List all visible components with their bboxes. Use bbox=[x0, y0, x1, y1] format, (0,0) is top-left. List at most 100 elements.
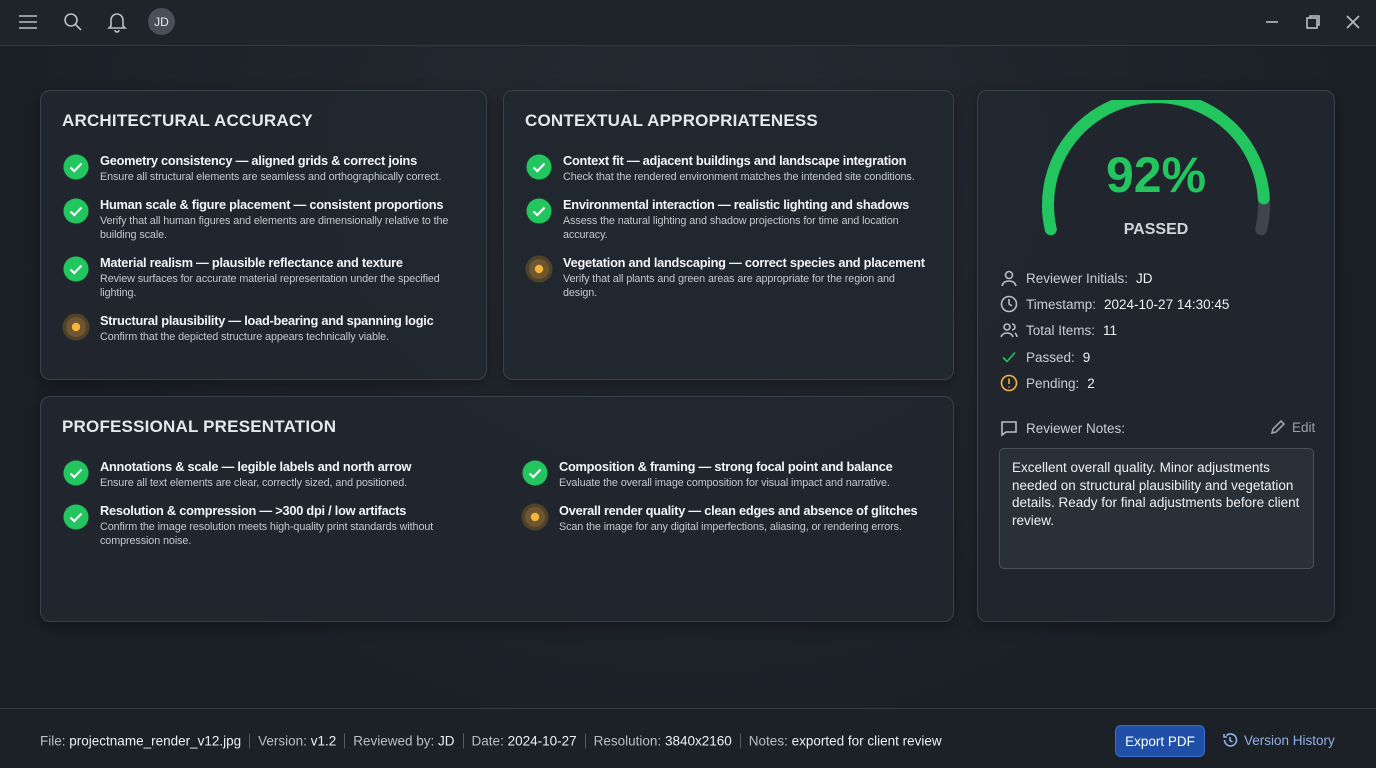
field-label: Notes: bbox=[748, 733, 788, 749]
item-title: Environmental interaction — realistic li… bbox=[563, 197, 910, 212]
history-icon bbox=[1223, 733, 1238, 747]
info-label: Pending: bbox=[1026, 375, 1080, 391]
item-desc: Verify that all human figures and elemen… bbox=[100, 215, 449, 241]
info-row: Reviewer Initials: JD bbox=[1000, 269, 1153, 287]
pencil-icon bbox=[1270, 419, 1286, 435]
info-value: 11 bbox=[1103, 322, 1118, 338]
pass-icon bbox=[61, 196, 91, 226]
check-icon bbox=[1002, 351, 1016, 363]
item-desc: Evaluate the overall image composition f… bbox=[559, 477, 890, 489]
gauge-value-arc bbox=[1042, 100, 1270, 236]
file-field: File: projectname_render_v12.jpg bbox=[40, 734, 249, 749]
pass-icon bbox=[61, 458, 91, 488]
item-desc: Ensure all text elements are clear, corr… bbox=[100, 477, 408, 489]
clock-icon bbox=[1000, 295, 1018, 313]
item-title: Structural plausibility — load-bearing a… bbox=[100, 313, 434, 328]
check-item: Annotations & scale — legible labels and… bbox=[61, 459, 460, 490]
field-label: Resolution: bbox=[593, 733, 662, 749]
pass-icon bbox=[524, 196, 554, 226]
section-card: CONTEXTUAL APPROPRIATENESS Context fit —… bbox=[503, 90, 954, 380]
item-desc: Confirm the image resolution meets high-… bbox=[100, 521, 434, 547]
reviewer-field: Reviewed by: JD bbox=[344, 733, 462, 749]
gauge: 92% PASSED bbox=[1042, 100, 1270, 238]
pending-small-icon bbox=[1000, 374, 1018, 392]
field-label: File: bbox=[40, 733, 66, 749]
notes-textarea[interactable]: Excellent overall quality. Minor adjustm… bbox=[999, 448, 1314, 569]
info-row: Passed: 9 bbox=[1000, 348, 1090, 366]
info-value: 9 bbox=[1082, 349, 1091, 365]
info-label: Timestamp: bbox=[1026, 296, 1097, 312]
check-item: Geometry consistency — aligned grids & c… bbox=[61, 153, 460, 184]
edit-button[interactable]: Edit bbox=[1270, 419, 1315, 435]
avatar[interactable]: JD bbox=[148, 8, 175, 35]
field-value: 3840x2160 bbox=[664, 733, 732, 749]
item-title: Geometry consistency — aligned grids & c… bbox=[100, 153, 417, 168]
user-icon bbox=[1001, 270, 1017, 287]
info-row: Timestamp: 2024-10-27 14:30:45 bbox=[1000, 295, 1229, 313]
check-item: Vegetation and landscaping — correct spe… bbox=[524, 255, 928, 300]
gauge-score: 92% bbox=[1106, 147, 1206, 203]
item-title: Resolution & compression — >300 dpi / lo… bbox=[100, 503, 407, 518]
pending-icon bbox=[520, 502, 550, 532]
section-title: PROFESSIONAL PRESENTATION bbox=[62, 417, 337, 436]
maximize[interactable] bbox=[1305, 14, 1321, 30]
version-field: Version: v1.2 bbox=[249, 733, 344, 749]
menu-icon[interactable] bbox=[18, 13, 38, 31]
item-title: Composition & framing — strong focal poi… bbox=[559, 459, 893, 474]
bell-icon[interactable] bbox=[107, 11, 127, 33]
section-card: ARCHITECTURAL ACCURACY Geometry consiste… bbox=[40, 90, 487, 380]
section-title: ARCHITECTURAL ACCURACY bbox=[62, 111, 313, 130]
history-label[interactable]: Version History bbox=[1244, 732, 1335, 748]
item-title: Context fit — adjacent buildings and lan… bbox=[563, 153, 907, 168]
export-button[interactable]: Export PDF bbox=[1115, 725, 1205, 757]
field-value: JD bbox=[438, 733, 455, 749]
search-icon[interactable] bbox=[63, 12, 83, 32]
item-desc: Ensure all structural elements are seaml… bbox=[100, 171, 442, 183]
pass-icon bbox=[524, 152, 554, 182]
section-title: CONTEXTUAL APPROPRIATENESS bbox=[525, 111, 818, 130]
pass-icon bbox=[520, 458, 550, 488]
minimize[interactable] bbox=[1264, 14, 1280, 30]
file-info: File: projectname_render_v12.jpg Version… bbox=[40, 733, 950, 749]
item-desc: Check that the rendered environment matc… bbox=[563, 171, 915, 183]
section-card: PROFESSIONAL PRESENTATION Annotations & … bbox=[40, 396, 954, 622]
check-item: Resolution & compression — >300 dpi / lo… bbox=[61, 503, 460, 548]
item-desc: Review surfaces for accurate material re… bbox=[100, 273, 440, 299]
field-label: Date: bbox=[471, 733, 504, 749]
info-label: Reviewer Initials: bbox=[1026, 270, 1129, 286]
version-history-button[interactable]: Version History bbox=[1222, 732, 1335, 748]
resolution-field: Resolution: 3840x2160 bbox=[584, 733, 740, 749]
gauge-status: PASSED bbox=[1124, 221, 1189, 238]
check-item: Structural plausibility — load-bearing a… bbox=[61, 313, 460, 344]
date-field: Date: 2024-10-27 bbox=[462, 733, 585, 749]
info-row: Total Items: 11 bbox=[1000, 321, 1117, 339]
item-title: Vegetation and landscaping — correct spe… bbox=[563, 255, 925, 270]
comment-icon bbox=[1001, 421, 1017, 437]
item-title: Human scale & figure placement — consist… bbox=[100, 197, 444, 212]
item-title: Annotations & scale — legible labels and… bbox=[100, 459, 412, 474]
pass-icon bbox=[61, 502, 91, 532]
info-value: JD bbox=[1136, 270, 1153, 286]
field-value: v1.2 bbox=[310, 733, 337, 749]
pending-icon bbox=[524, 254, 554, 284]
status-bar: File: projectname_render_v12.jpg Version… bbox=[0, 708, 1376, 768]
check-item: Human scale & figure placement — consist… bbox=[61, 197, 460, 242]
check-item: Overall render quality — clean edges and… bbox=[520, 503, 939, 534]
notes-label: Reviewer Notes: bbox=[1026, 420, 1126, 436]
item-desc: Scan the image for any digital imperfect… bbox=[559, 521, 902, 533]
info-label: Total Items: bbox=[1026, 322, 1096, 338]
title-bar: JD bbox=[0, 0, 1376, 46]
field-value: 2024-10-27 bbox=[507, 733, 577, 749]
pass-icon bbox=[61, 254, 91, 284]
close[interactable] bbox=[1345, 14, 1361, 30]
notes-header: Reviewer Notes: bbox=[1000, 419, 1125, 437]
check-item: Material realism — plausible reflectance… bbox=[61, 255, 460, 300]
check-item: Environmental interaction — realistic li… bbox=[524, 197, 928, 242]
field-label: Version: bbox=[258, 733, 307, 749]
edit-label[interactable]: Edit bbox=[1292, 419, 1316, 435]
item-title: Overall render quality — clean edges and… bbox=[559, 503, 918, 518]
info-value: 2024-10-27 14:30:45 bbox=[1104, 296, 1230, 312]
item-title: Material realism — plausible reflectance… bbox=[100, 255, 403, 270]
field-value: exported for client review bbox=[791, 733, 942, 749]
